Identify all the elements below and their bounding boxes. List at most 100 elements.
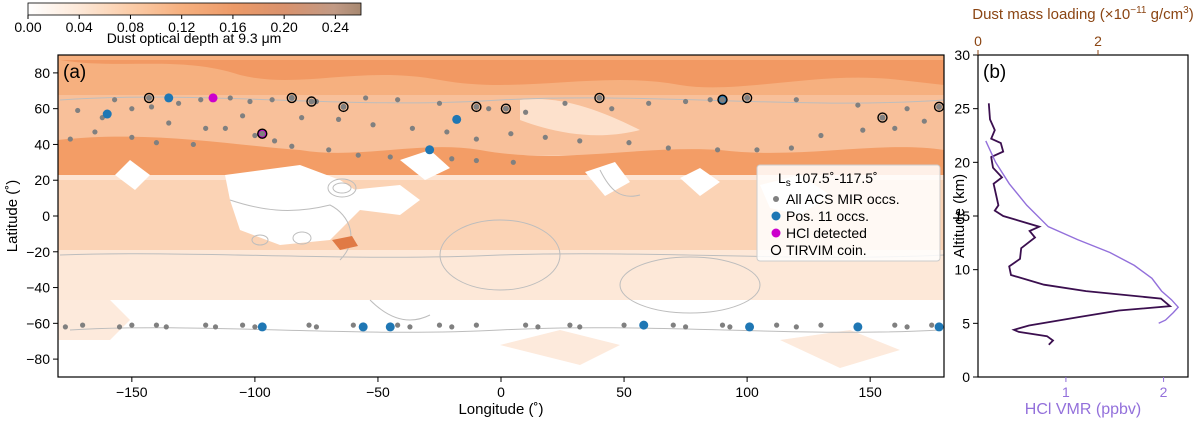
occ-point (508, 131, 514, 137)
legend-entry-hcl: HCl detected (786, 225, 867, 241)
occ-point (129, 322, 135, 328)
tirvim-ring (717, 94, 728, 105)
colorbar-tick-label: 0.24 (322, 19, 349, 35)
occ-point (670, 322, 676, 328)
occ-point (523, 109, 529, 115)
occ-point (818, 132, 824, 139)
longitude-tick-label: 100 (735, 384, 759, 400)
no-data-gap-4 (400, 150, 450, 180)
legend-entry-all: All ACS MIR occs. (786, 191, 900, 207)
occ-point (486, 106, 492, 112)
longitude-tick-label: 50 (616, 384, 632, 400)
occ-point (222, 125, 228, 131)
dust-patch-south-3 (780, 330, 900, 368)
dust-cell-pale (520, 99, 640, 136)
dust-loading-line (987, 103, 1173, 346)
occ-point (562, 100, 568, 106)
no-data-gap-3 (350, 185, 420, 215)
occ-point (682, 98, 689, 105)
tirvim-ring (306, 96, 317, 107)
tirvim-ring-fill (596, 94, 603, 101)
occ-point (929, 322, 935, 328)
panel-b-frame (977, 54, 1189, 378)
longitude-tick-label: −100 (239, 384, 271, 400)
colorbar: 0.00 0.04 0.08 0.12 0.16 0.20 0.24 Dust optica… (14, 2, 362, 46)
occ-point (395, 322, 401, 328)
occultation-points (62, 92, 944, 332)
no-data-gap-1 (115, 160, 150, 190)
latitude-tick-label: −40 (26, 280, 50, 296)
occ-point (355, 152, 361, 158)
occ-point (166, 120, 172, 126)
altitude-tick-label: 30 (954, 47, 970, 63)
latitude-ticks: 80 60 40 20 0 −20 −40 −60 −80 (26, 65, 58, 367)
occ-point (892, 125, 898, 131)
occ-point (75, 107, 81, 114)
pos11-point (639, 320, 649, 330)
occ-point (363, 95, 369, 101)
occ-point (818, 322, 824, 328)
tirvim-ring (877, 112, 888, 123)
latitude-tick-label: −80 (26, 351, 50, 367)
occ-point (904, 324, 910, 330)
occ-point (387, 154, 393, 160)
occ-point (409, 125, 415, 131)
latitude-tick-label: 60 (34, 101, 50, 117)
panel-a-label: (a) (63, 62, 86, 83)
occ-point (855, 102, 861, 108)
colorbar-tick-label: 0.00 (14, 19, 41, 35)
tirvim-ring (286, 92, 298, 104)
altitude-tick-label: 25 (954, 101, 970, 117)
occ-point (289, 143, 295, 149)
panel-a: −150 −100 −50 0 50 100 150 80 60 40 20 0 −20 −40 −60 −… (4, 54, 945, 418)
colorbar-tick-label: 0.08 (117, 19, 144, 35)
occ-point (621, 322, 627, 328)
legend-marker-hcl (771, 228, 781, 238)
longitude-tick-label: 150 (858, 384, 882, 400)
occ-point (306, 322, 312, 328)
occ-point (510, 159, 516, 165)
occ-point (313, 324, 320, 330)
longitude-tick-label: −50 (366, 384, 390, 400)
colorbar-tick-label: 0.12 (168, 19, 195, 35)
longitude-tick-label: −150 (116, 384, 148, 400)
tirvim-ring-fill (308, 98, 315, 105)
legend-marker-pos11 (771, 211, 781, 221)
occ-point (892, 322, 898, 328)
tirvim-ring-fill (936, 103, 943, 110)
legend-entry-pos11: Pos. 11 occs. (786, 208, 869, 224)
dust-cell-north-light (60, 60, 944, 88)
occ-point (269, 97, 275, 103)
occ-point (754, 147, 760, 153)
occ-point (129, 106, 135, 112)
occ-point (727, 324, 733, 330)
latitude-tick-label: 40 (34, 136, 50, 152)
legend: Ls 107.5˚-117.5˚ All ACS MIR occs. Pos. … (756, 164, 941, 262)
occ-point (682, 324, 689, 330)
tirvim-ring-fill (473, 103, 480, 110)
occ-point (449, 324, 455, 330)
occ-point (252, 132, 258, 139)
occ-point (395, 97, 401, 103)
tirvim-ring (500, 103, 512, 114)
occ-point (793, 324, 799, 330)
occ-point (198, 97, 204, 103)
no-data-gap-6 (680, 168, 720, 196)
occ-point (112, 97, 118, 103)
tirvim-ring-fill (502, 105, 509, 112)
latitude-tick-label: −20 (26, 244, 50, 260)
occ-point (129, 134, 135, 140)
occ-point (271, 138, 278, 144)
legend-title: Ls 107.5˚-117.5˚ (778, 170, 878, 189)
pos11-point (358, 322, 368, 332)
tirvim-ring-fill (340, 103, 347, 110)
dust-loading-tick-label: 2 (1094, 33, 1102, 49)
pos11-point (385, 322, 395, 332)
occ-point (449, 156, 455, 162)
occ-point (80, 322, 86, 328)
legend-box (756, 164, 941, 262)
colorbar-label: Dust optical depth at 9.3 μm (107, 30, 282, 46)
pos11-point (452, 114, 462, 124)
tirvim-ring (257, 128, 268, 139)
